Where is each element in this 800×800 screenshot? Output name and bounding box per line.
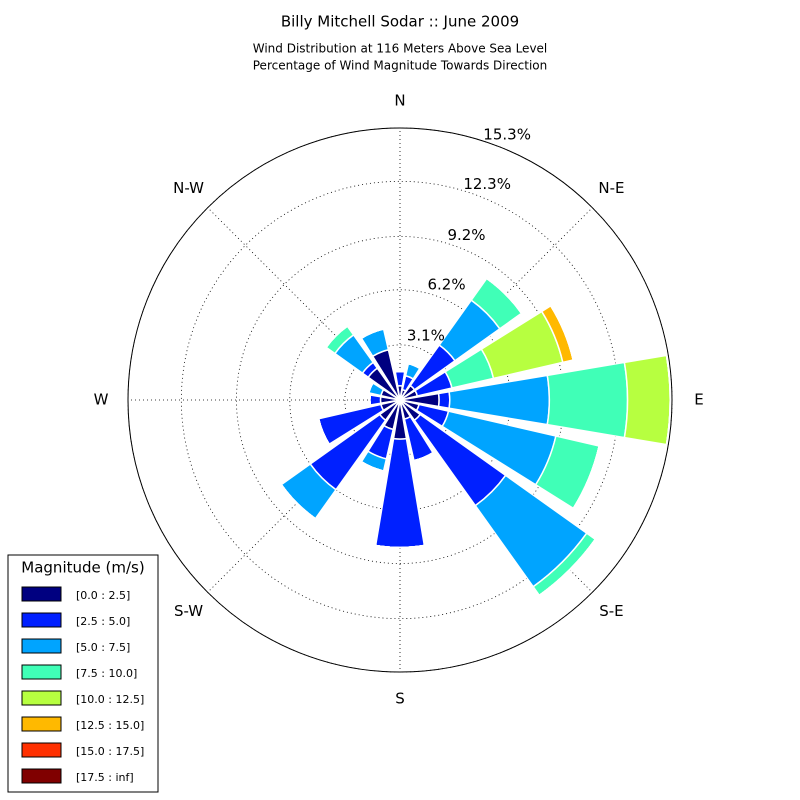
legend-label: [7.5 : 10.0] — [76, 667, 137, 680]
wind-bar-segment — [368, 382, 374, 393]
wind-bar-segment — [413, 452, 434, 462]
legend-label: [2.5 : 5.0] — [76, 615, 130, 628]
legend-label: [12.5 : 15.0] — [76, 719, 144, 732]
chart-subtitle: Percentage of Wind Magnitude Towards Dir… — [253, 59, 547, 73]
wind-bar-segment — [623, 354, 671, 446]
wind-bar-segment — [369, 394, 382, 406]
legend-label: [5.0 : 7.5] — [76, 641, 130, 654]
legend-swatch — [21, 742, 62, 758]
chart-subtitle: Wind Distribution at 116 Meters Above Se… — [253, 42, 548, 56]
legend-swatch — [21, 690, 62, 706]
legend-label: [17.5 : inf] — [76, 771, 134, 784]
radial-tick-label: 12.3% — [463, 175, 511, 193]
angle-tick-label: W — [94, 391, 109, 409]
radial-tick-label: 3.1% — [407, 326, 445, 344]
wind-bar-segment — [546, 361, 629, 439]
angle-tick-label: N-E — [598, 179, 624, 197]
angle-tick-label: S-E — [599, 602, 623, 620]
legend-swatch — [21, 586, 62, 602]
radial-tick-label: 6.2% — [427, 275, 465, 293]
legend-label: [10.0 : 12.5] — [76, 693, 144, 706]
grid-spoke — [207, 207, 401, 401]
legend-label: [0.0 : 2.5] — [76, 589, 130, 602]
legend-swatch — [21, 768, 62, 784]
radial-tick-label: 15.3% — [483, 125, 531, 143]
wind-bar-segment — [572, 445, 600, 509]
wind-bar-segment — [280, 484, 316, 520]
angle-tick-label: N — [394, 92, 405, 110]
polar-frame — [127, 127, 673, 673]
legend-swatch — [21, 664, 62, 680]
legend-swatch — [21, 638, 62, 654]
chart-title: Billy Mitchell Sodar :: June 2009 — [281, 13, 519, 31]
angle-tick-label: S-W — [174, 602, 203, 620]
wind-bar-segment — [538, 538, 596, 596]
legend-swatch — [21, 612, 62, 628]
wind-bar-segment — [360, 461, 384, 472]
legend-label: [15.0 : 17.5] — [76, 745, 144, 758]
angle-tick-label: S — [395, 690, 405, 708]
legend-title: Magnitude (m/s) — [21, 559, 144, 577]
angle-tick-label: E — [694, 391, 703, 409]
wind-bar-segment — [317, 418, 330, 445]
legend-swatch — [21, 716, 62, 732]
wind-bar-segment — [437, 390, 451, 410]
angle-tick-label: N-W — [173, 179, 204, 197]
radial-tick-label: 9.2% — [447, 226, 485, 244]
